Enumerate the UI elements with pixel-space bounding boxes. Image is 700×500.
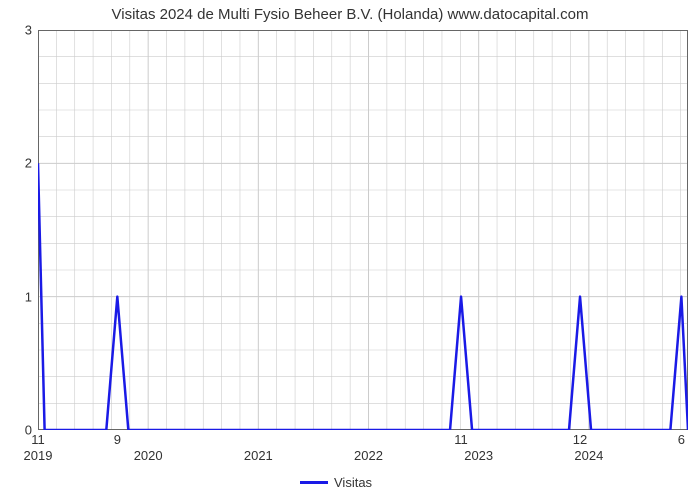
y-tick-label: 1 <box>14 289 32 304</box>
x-tick-label: 2024 <box>574 448 603 463</box>
spike-label: 6 <box>678 432 685 447</box>
legend: Visitas <box>300 475 372 490</box>
spike-label: 11 <box>31 432 45 447</box>
x-tick-label: 2022 <box>354 448 383 463</box>
chart-title: Visitas 2024 de Multi Fysio Beheer B.V. … <box>0 6 700 23</box>
y-tick-label: 2 <box>14 156 32 171</box>
y-tick-label: 3 <box>14 23 32 38</box>
x-tick-label: 2020 <box>134 448 163 463</box>
x-tick-label: 2021 <box>244 448 273 463</box>
spike-label: 9 <box>114 432 121 447</box>
spike-label: 12 <box>573 432 587 447</box>
y-tick-label: 0 <box>14 423 32 438</box>
x-tick-label: 2019 <box>24 448 53 463</box>
plot-area <box>38 30 688 430</box>
spike-label: 11 <box>454 432 468 447</box>
legend-swatch <box>300 481 328 484</box>
x-tick-label: 2023 <box>464 448 493 463</box>
legend-label: Visitas <box>334 475 372 490</box>
chart-container: { "chart": { "type": "line", "title": "V… <box>0 0 700 500</box>
chart-svg <box>38 30 688 430</box>
